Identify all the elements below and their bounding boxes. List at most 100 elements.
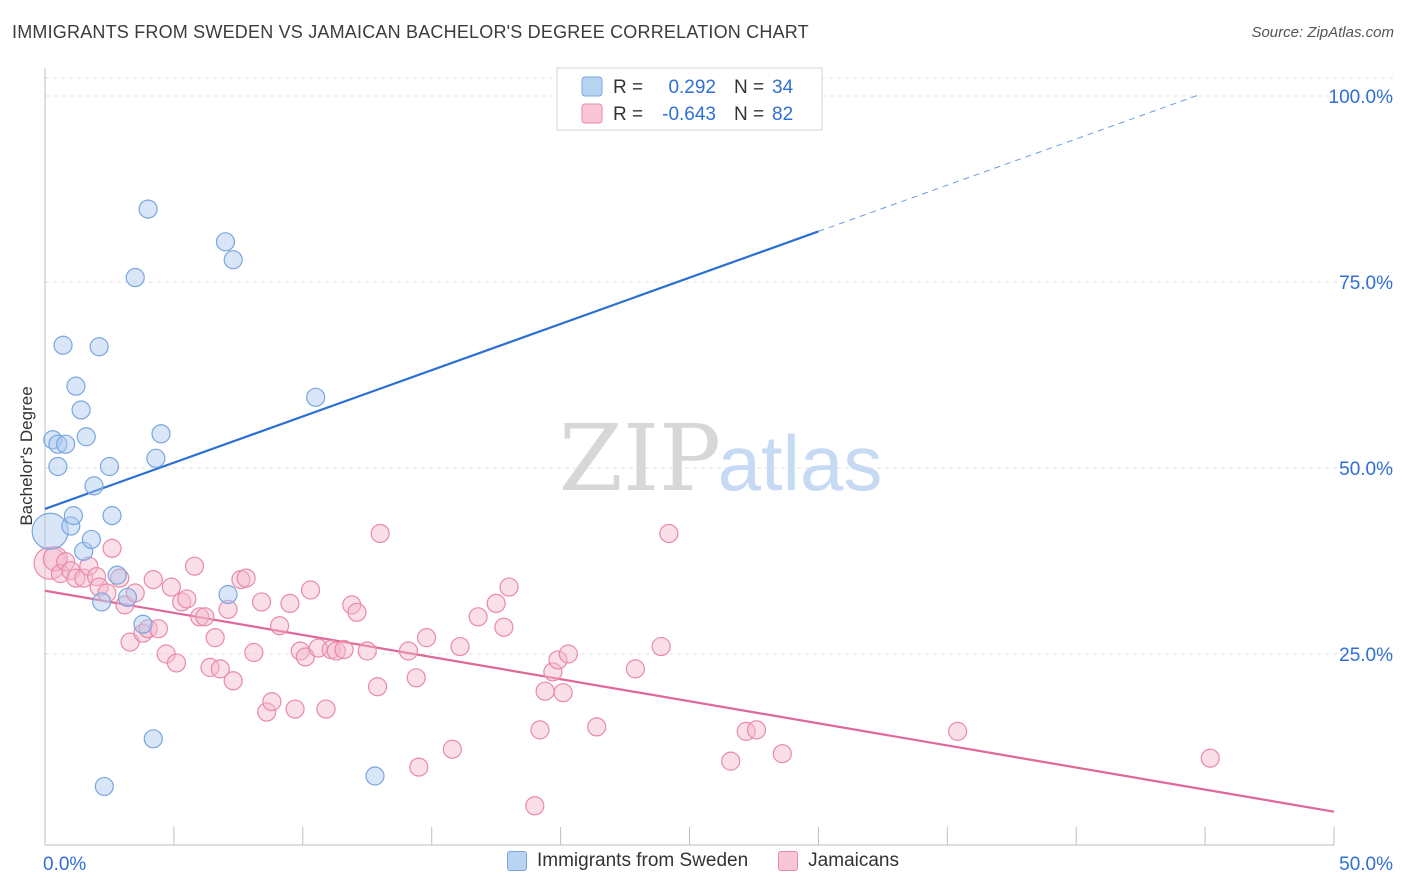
chart-title: IMMIGRANTS FROM SWEDEN VS JAMAICAN BACHE… [12, 22, 809, 42]
point-sweden [133, 614, 153, 634]
point-jamaicans [406, 668, 426, 688]
point-jamaicans [184, 556, 205, 576]
point-sweden [74, 541, 94, 561]
point-jamaicans [651, 636, 671, 657]
point-jamaicans [530, 720, 550, 740]
legend-n-label-2: N = [734, 104, 764, 125]
point-jamaicans [244, 642, 264, 663]
trend-line-sweden [44, 230, 819, 510]
data-points [31, 86, 1220, 816]
point-jamaicans [499, 577, 519, 597]
point-jamaicans [166, 653, 187, 673]
point-jamaicans [200, 657, 220, 677]
point-jamaicans [948, 721, 968, 741]
point-jamaicans [721, 751, 741, 771]
point-jamaicans [398, 641, 419, 661]
point-sweden [48, 434, 68, 454]
axes [44, 68, 1335, 846]
point-sweden [76, 427, 96, 447]
point-sweden [223, 250, 243, 270]
y-tick-label: 50.0% [1339, 459, 1393, 480]
point-jamaicans [370, 523, 390, 544]
point-sweden [56, 434, 76, 454]
point-jamaicans [558, 644, 578, 664]
point-jamaicans [416, 628, 437, 648]
point-sweden [81, 529, 102, 550]
point-jamaicans [110, 568, 130, 588]
point-jamaicans [172, 592, 192, 612]
point-jamaicans [746, 720, 767, 740]
point-jamaicans [300, 580, 321, 600]
point-sweden [94, 776, 114, 797]
point-sweden [125, 267, 145, 288]
point-jamaicans [409, 757, 429, 777]
legend-n-value-2: 82 [772, 104, 793, 125]
legend-label-jamaicans: Jamaicans [808, 850, 899, 871]
point-jamaicans [218, 599, 238, 619]
point-sweden [71, 400, 91, 420]
point-jamaicans [659, 523, 679, 544]
point-sweden [102, 506, 122, 526]
trend-line-jamaicans [44, 589, 1335, 813]
legend-swatch-blue [581, 76, 603, 97]
point-jamaicans [190, 607, 210, 627]
point-jamaicans [494, 617, 514, 637]
legend-item-jamaicans: Jamaicans [778, 850, 899, 872]
legend-r-value-1: 0.292 [668, 77, 716, 98]
point-sweden [151, 424, 171, 444]
point-sweden [306, 387, 326, 407]
point-jamaicans [553, 683, 573, 703]
point-jamaicans [195, 607, 215, 627]
point-jamaicans [285, 699, 305, 719]
legend-bottom: Immigrants from Sweden Jamaicans [0, 850, 1406, 872]
watermark: ZIP atlas [559, 405, 882, 512]
grid-lines [45, 77, 1394, 655]
point-jamaicans [280, 593, 300, 614]
point-jamaicans [97, 583, 117, 603]
tick-labels: 25.0% 50.0% 75.0% 100.0% 0.0% 50.0% [43, 87, 1393, 875]
point-jamaicans [161, 577, 181, 597]
trend-line-sweden-extension [818, 94, 1201, 232]
point-sweden [107, 565, 127, 585]
source-label: Source: ZipAtlas.com [1251, 24, 1394, 41]
legend-swatch-sweden [506, 851, 527, 871]
point-sweden [218, 584, 238, 605]
point-jamaicans [535, 681, 555, 701]
point-jamaicans [269, 616, 290, 636]
x-tick-label: 50.0% [1339, 854, 1393, 875]
point-jamaicans [148, 619, 169, 639]
legend-swatch-jamaicans [778, 851, 799, 871]
point-jamaicans [525, 796, 545, 816]
point-jamaicans [334, 639, 354, 660]
point-jamaicans [257, 702, 277, 722]
x-tick-label: 0.0% [43, 854, 86, 875]
point-sweden [66, 376, 86, 396]
point-jamaicans [548, 650, 568, 670]
legend-r-label-2: R = [613, 104, 643, 125]
point-jamaicans [223, 671, 243, 691]
point-sweden [99, 456, 120, 477]
watermark-zip: ZIP [559, 405, 721, 512]
legend-label-sweden: Immigrants from Sweden [536, 850, 749, 871]
point-jamaicans [468, 607, 488, 627]
trend-lines [44, 94, 1335, 813]
point-jamaicans [205, 628, 225, 648]
y-tick-label: 25.0% [1339, 645, 1393, 666]
point-jamaicans [1200, 748, 1220, 768]
point-jamaicans [89, 577, 109, 597]
point-jamaicans [316, 699, 336, 719]
point-jamaicans [347, 602, 367, 622]
point-sweden [138, 199, 158, 219]
point-jamaicans [66, 568, 86, 588]
point-jamaicans [367, 677, 388, 697]
point-sweden [117, 587, 138, 608]
point-jamaicans [625, 659, 645, 679]
legend-n-label-1: N = [734, 77, 764, 98]
point-sweden [365, 766, 385, 786]
legend-top: R = 0.292 N = 34 R = -0.643 N = 82 [556, 67, 823, 131]
point-jamaicans [736, 721, 756, 741]
legend-swatch-pink [581, 103, 603, 124]
point-jamaicans [56, 552, 76, 572]
point-jamaicans [450, 636, 470, 657]
